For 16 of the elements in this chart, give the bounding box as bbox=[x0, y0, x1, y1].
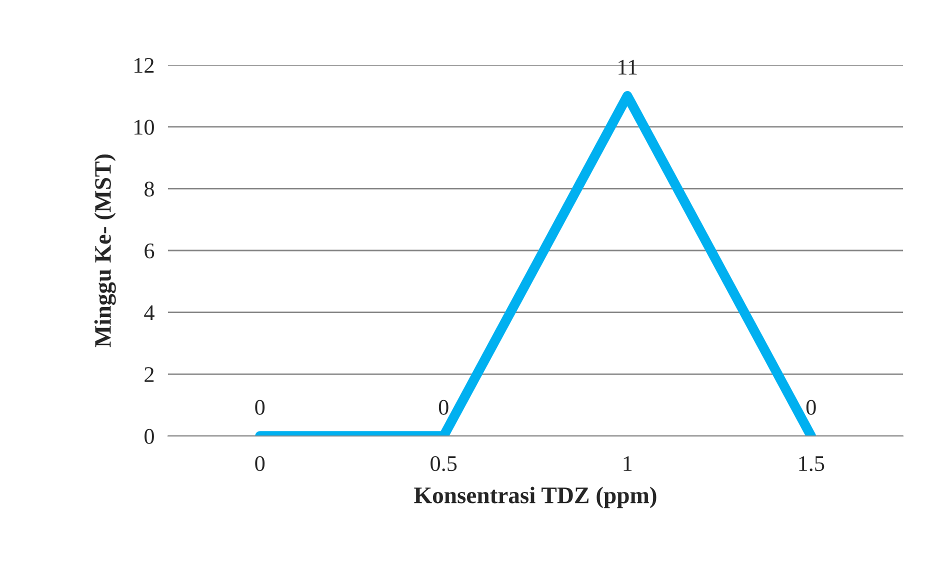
y-tick-label: 12 bbox=[134, 58, 154, 73]
data-label: 0 bbox=[806, 400, 816, 415]
y-axis-title: Minggu Ke- (MST) bbox=[94, 154, 116, 348]
x-tick-label: 0 bbox=[255, 456, 265, 472]
y-tick-label: 8 bbox=[144, 182, 154, 197]
y-tick-label: 0 bbox=[144, 428, 154, 444]
x-axis-title: Konsentrasi TDZ (ppm) bbox=[414, 486, 656, 508]
y-tick-label: 4 bbox=[144, 305, 154, 320]
y-tick-label: 10 bbox=[134, 120, 154, 135]
x-tick-label: 0.5 bbox=[430, 456, 457, 472]
data-label: 0 bbox=[438, 400, 448, 415]
y-tick-label: 6 bbox=[144, 243, 154, 258]
x-tick-label: 1.5 bbox=[799, 456, 824, 472]
y-tick-label: 2 bbox=[144, 367, 154, 382]
data-label: 0 bbox=[255, 400, 265, 415]
x-tick-label: 1 bbox=[624, 456, 632, 471]
